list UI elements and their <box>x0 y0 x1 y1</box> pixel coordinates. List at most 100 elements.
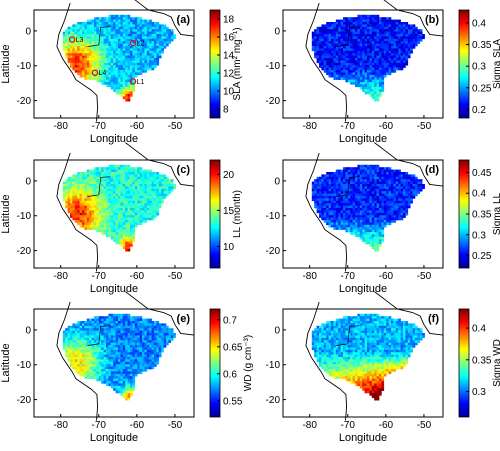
field-cell <box>106 227 109 230</box>
field-cell <box>106 376 109 379</box>
panel-c: -80 -70 -60 -500-10-20LongitudeLatitude(c)1… <box>0 142 243 295</box>
field-cell <box>103 70 107 73</box>
field-cell <box>101 82 104 85</box>
field-cell <box>398 60 401 64</box>
field-cell <box>106 84 109 88</box>
field-cell <box>70 349 73 353</box>
field-cell <box>391 212 394 216</box>
colorbar-label: Sigma LL <box>492 192 500 235</box>
field-cell <box>101 347 104 351</box>
field-cell <box>403 212 406 216</box>
field-cell <box>316 48 320 52</box>
field-cell <box>96 335 100 339</box>
field-cell <box>362 232 365 235</box>
field-cell <box>98 378 102 382</box>
field-cell <box>345 188 349 192</box>
field-cell <box>323 67 327 71</box>
field-cell <box>347 224 351 228</box>
field-cell <box>82 43 85 47</box>
field-cell <box>96 22 100 25</box>
field-cell <box>156 53 160 56</box>
field-cell <box>108 84 112 88</box>
field-cell <box>142 31 145 35</box>
field-cell <box>369 77 373 80</box>
field-cell <box>340 176 344 180</box>
field-cell <box>98 335 102 339</box>
field-cell <box>120 94 124 97</box>
field-cell <box>122 70 126 73</box>
field-cell <box>362 17 365 20</box>
field-cell <box>84 186 88 190</box>
field-cell <box>403 203 406 206</box>
field-cell <box>331 29 334 32</box>
field-cell <box>345 50 349 54</box>
field-cell <box>122 224 126 228</box>
field-cell <box>154 41 157 44</box>
field-cell <box>96 198 100 202</box>
field-cell <box>405 181 409 185</box>
field-cell <box>142 60 145 64</box>
field-cell <box>84 53 88 56</box>
field-cell <box>110 385 114 389</box>
field-cell <box>405 60 409 64</box>
field-cell <box>120 91 124 95</box>
field-cell <box>77 347 80 351</box>
field-cell <box>374 232 377 235</box>
colorbar-tick-label: 15 <box>223 206 235 217</box>
field-cell <box>115 227 119 230</box>
field-cell <box>364 191 368 194</box>
field-cell <box>134 203 138 206</box>
field-cell <box>355 62 358 66</box>
field-cell <box>350 167 353 170</box>
field-cell <box>144 29 148 32</box>
field-cell <box>410 176 413 180</box>
field-cell <box>72 43 76 47</box>
field-cell <box>357 191 361 194</box>
field-cell <box>132 184 136 187</box>
field-cell <box>412 188 416 192</box>
field-cell <box>120 349 124 353</box>
field-cell <box>142 205 145 209</box>
field-cell <box>108 208 112 211</box>
field-cell <box>106 335 109 339</box>
field-cell <box>364 198 368 202</box>
field-cell <box>415 29 418 32</box>
field-cell <box>74 328 78 331</box>
field-cell <box>319 215 322 218</box>
field-cell <box>364 60 368 64</box>
field-cell <box>139 26 143 30</box>
field-cell <box>371 244 375 247</box>
field-cell <box>86 60 90 64</box>
field-cell <box>345 48 349 52</box>
field-cell <box>70 198 73 202</box>
field-cell <box>108 196 112 199</box>
field-cell <box>161 50 164 54</box>
field-cell <box>338 70 341 73</box>
field-cell <box>391 46 394 49</box>
field-cell <box>98 323 102 327</box>
field-cell <box>127 172 131 175</box>
field-cell <box>364 181 368 185</box>
field-cell <box>381 43 385 47</box>
field-cell <box>149 191 152 194</box>
field-cell <box>340 210 344 214</box>
field-cell <box>106 193 109 197</box>
x-tick-label: -50 <box>417 121 432 132</box>
field-cell <box>393 174 397 178</box>
field-cell <box>110 316 114 319</box>
field-cell <box>86 22 90 25</box>
field-cell <box>398 50 401 54</box>
field-cell <box>108 26 112 30</box>
field-cell <box>74 184 78 187</box>
field-cell <box>101 186 104 190</box>
field-cell <box>156 200 160 204</box>
field-cell <box>84 181 88 185</box>
field-cell <box>137 210 140 214</box>
field-cell <box>125 22 128 25</box>
field-cell <box>391 48 394 52</box>
field-cell <box>79 172 83 175</box>
field-cell <box>103 381 107 384</box>
field-cell <box>403 48 406 52</box>
field-cell <box>314 191 317 194</box>
field-cell <box>74 181 78 185</box>
